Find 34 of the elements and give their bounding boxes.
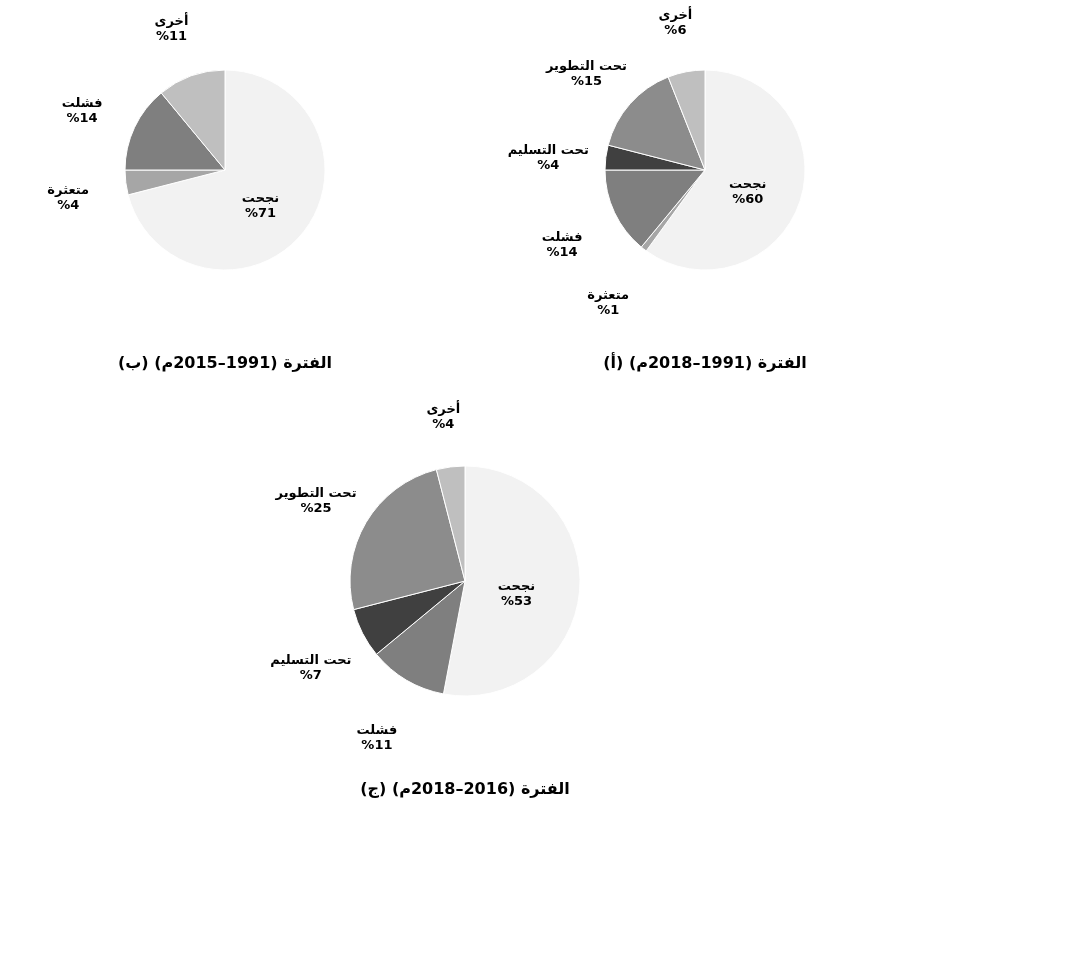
slice-label: أخرى (658, 5, 693, 22)
slice-label: متعثرة (47, 181, 90, 197)
text: (أ) الفترة (1991–2018م) (603, 352, 807, 372)
data-label: %25 (300, 499, 332, 515)
pie-slice (127, 69, 326, 271)
text: (ب) الفترة (1991–2015م) (117, 353, 333, 372)
slice-label: تحت التسليم (270, 651, 352, 667)
data-label: %6 (664, 21, 687, 37)
slice-label: تحت التطوير (545, 57, 627, 73)
data-label: %4 (432, 416, 455, 432)
slice-label: فشلت (356, 721, 398, 737)
data-label: %14 (546, 244, 578, 260)
data-label: %1 (597, 301, 620, 317)
data-label: %11 (361, 736, 393, 752)
data-label: %4 (537, 157, 560, 173)
slice-label: أخرى (426, 400, 461, 417)
slice-label: نجحت (241, 189, 280, 205)
data-label: %7 (299, 666, 322, 682)
slice-label: متعثرة (587, 286, 630, 302)
data-label: %71 (244, 204, 277, 220)
slice-label: نجحت (729, 175, 767, 191)
text: (ج) الفترة (2016–2018م) (360, 779, 570, 798)
slice-label: تحت التطوير (274, 484, 357, 500)
data-label: %11 (155, 28, 188, 44)
data-label: %4 (57, 196, 80, 212)
data-label: %53 (500, 592, 533, 608)
data-label: %60 (732, 190, 764, 206)
data-label: %15 (570, 72, 603, 88)
slice-label: تحت التسليم (507, 142, 589, 158)
slice-label: نجحت (497, 577, 536, 593)
slice-label: فشلت (61, 94, 103, 110)
slice-label: فشلت (541, 229, 583, 245)
slice-label: أخرى (154, 12, 189, 29)
data-label: %14 (66, 109, 98, 125)
